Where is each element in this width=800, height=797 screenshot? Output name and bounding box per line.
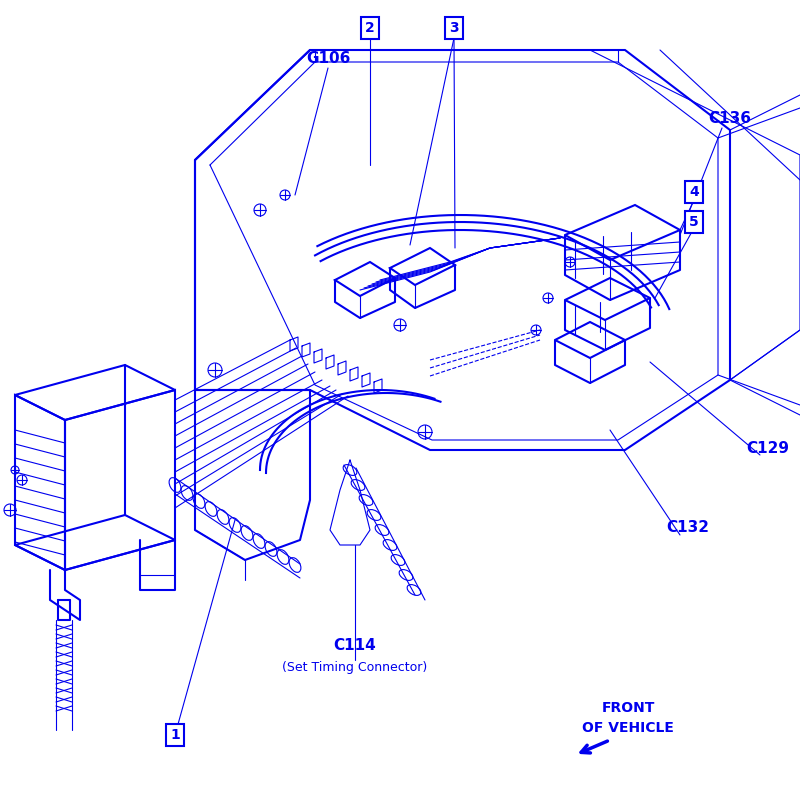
Text: C114: C114 — [334, 638, 376, 653]
Text: 2: 2 — [365, 21, 375, 35]
Text: C129: C129 — [746, 441, 790, 456]
Text: 5: 5 — [689, 215, 699, 229]
Text: (Set Timing Connector): (Set Timing Connector) — [282, 662, 428, 674]
Text: OF VEHICLE: OF VEHICLE — [582, 721, 674, 735]
Text: C136: C136 — [709, 111, 751, 125]
Text: C132: C132 — [666, 520, 710, 536]
Text: 1: 1 — [170, 728, 180, 742]
Text: FRONT: FRONT — [602, 701, 654, 715]
Text: G106: G106 — [306, 50, 350, 65]
Text: 3: 3 — [449, 21, 459, 35]
Text: 4: 4 — [689, 185, 699, 199]
